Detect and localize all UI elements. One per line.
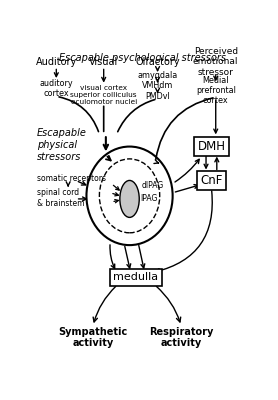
- Text: Perceived
emotional
stressor: Perceived emotional stressor: [193, 47, 239, 77]
- Text: somatic receptors: somatic receptors: [37, 174, 106, 183]
- Text: visual cortex
superior colliculus
oculomotor nuclei: visual cortex superior colliculus oculom…: [70, 85, 137, 105]
- Text: CnF: CnF: [200, 174, 223, 187]
- Text: Visual: Visual: [89, 57, 118, 67]
- Text: amygdala: amygdala: [137, 71, 178, 80]
- Text: Respiratory
activity: Respiratory activity: [149, 327, 214, 348]
- Text: lPAG: lPAG: [140, 194, 158, 204]
- Text: Escapable psychological stressors: Escapable psychological stressors: [59, 53, 226, 63]
- Text: DMH: DMH: [197, 140, 225, 153]
- Text: spinal cord
& brainstem: spinal cord & brainstem: [37, 188, 85, 208]
- Text: VMHdm: VMHdm: [142, 81, 173, 90]
- Text: Escapable
physical
stressors: Escapable physical stressors: [37, 128, 87, 162]
- Text: medulla: medulla: [113, 272, 158, 282]
- Text: dlPAG: dlPAG: [142, 182, 164, 190]
- Text: Auditory: Auditory: [36, 57, 77, 67]
- Text: Olfactory: Olfactory: [135, 57, 180, 67]
- Text: Medial
prefrontal
cortex: Medial prefrontal cortex: [196, 76, 236, 106]
- Text: PMDvl: PMDvl: [145, 92, 170, 101]
- Text: auditory
cortex: auditory cortex: [39, 79, 73, 98]
- Ellipse shape: [120, 180, 139, 217]
- Text: Sympathetic
activity: Sympathetic activity: [58, 327, 128, 348]
